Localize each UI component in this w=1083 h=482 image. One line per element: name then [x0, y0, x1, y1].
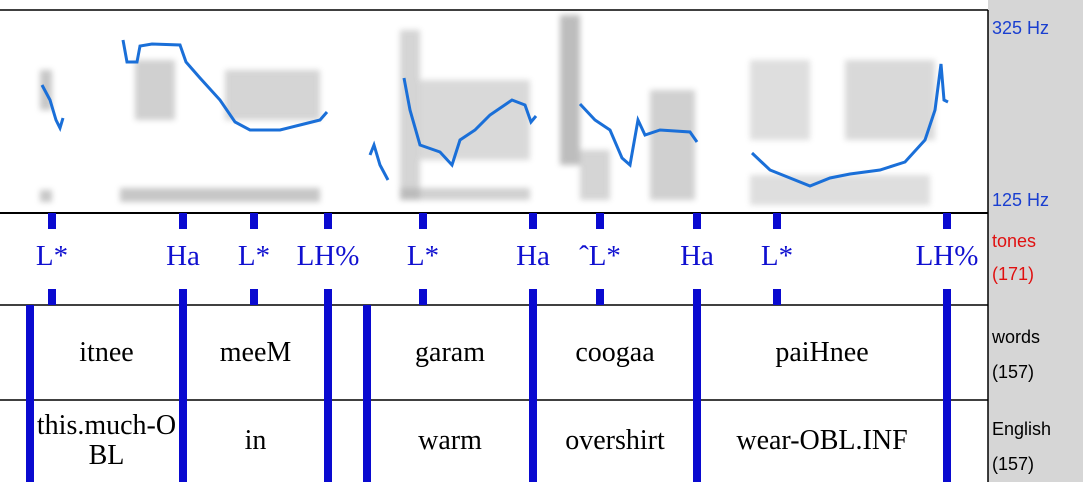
tier-count: (171)	[992, 264, 1035, 284]
tone-label: L*	[35, 240, 69, 272]
tier-label: meeM	[219, 336, 292, 368]
tone-label: ˆL*	[579, 240, 621, 272]
tone-label: L*	[237, 240, 271, 272]
tier-label: wear-OBL.INF	[736, 425, 908, 456]
tier-label: this.much-OBL	[36, 410, 177, 471]
tier-label: in	[244, 425, 267, 456]
tone-mark	[48, 289, 56, 305]
tone-mark	[250, 289, 258, 305]
tone-mark	[179, 213, 187, 229]
tone-mark	[324, 213, 332, 229]
tier-label: coogaa	[575, 336, 655, 368]
tone-mark	[419, 213, 427, 229]
tier-name: words	[992, 327, 1041, 347]
word-boundary	[693, 305, 701, 482]
tier-count: (157)	[992, 362, 1035, 382]
word-boundary	[943, 305, 951, 482]
tier-label: warm	[418, 425, 482, 456]
tone-label: Ha	[166, 240, 200, 272]
tone-mark	[529, 213, 537, 229]
tone-mark	[529, 289, 537, 305]
tone-label: L*	[760, 240, 794, 272]
tone-label: Ha	[516, 240, 550, 272]
tier-label: garam	[415, 336, 485, 368]
axis-bottom-label: 125 Hz	[992, 190, 1050, 210]
tier-name: tones	[992, 231, 1037, 251]
tone-mark	[773, 213, 781, 229]
tone-mark	[596, 289, 604, 305]
pitch-track	[40, 39, 949, 188]
word-boundary	[179, 305, 187, 482]
word-boundary	[363, 305, 371, 482]
tone-label: L*	[406, 240, 440, 272]
tone-mark	[596, 213, 604, 229]
word-boundary	[324, 305, 332, 482]
tier-name: English	[992, 419, 1052, 439]
tone-mark	[693, 213, 701, 229]
tier-label: paiHnee	[775, 336, 869, 368]
tone-mark	[773, 289, 781, 305]
tone-mark	[48, 213, 56, 229]
tone-mark	[943, 289, 951, 305]
tier-count: (157)	[992, 454, 1035, 474]
tone-label: LH%	[296, 240, 360, 272]
tone-mark	[419, 289, 427, 305]
tone-label: LH%	[915, 240, 979, 272]
tone-mark	[179, 289, 187, 305]
tone-mark	[324, 289, 332, 305]
tone-mark	[943, 213, 951, 229]
spectrogram	[40, 15, 935, 205]
label-column	[988, 0, 1083, 482]
tier-label: overshirt	[565, 425, 665, 456]
tier-label: itnee	[79, 336, 134, 368]
tone-mark	[693, 289, 701, 305]
axis-top-label: 325 Hz	[992, 18, 1050, 38]
word-boundary	[26, 305, 34, 482]
tone-label: Ha	[680, 240, 714, 272]
tone-mark	[250, 213, 258, 229]
word-boundary	[529, 305, 537, 482]
